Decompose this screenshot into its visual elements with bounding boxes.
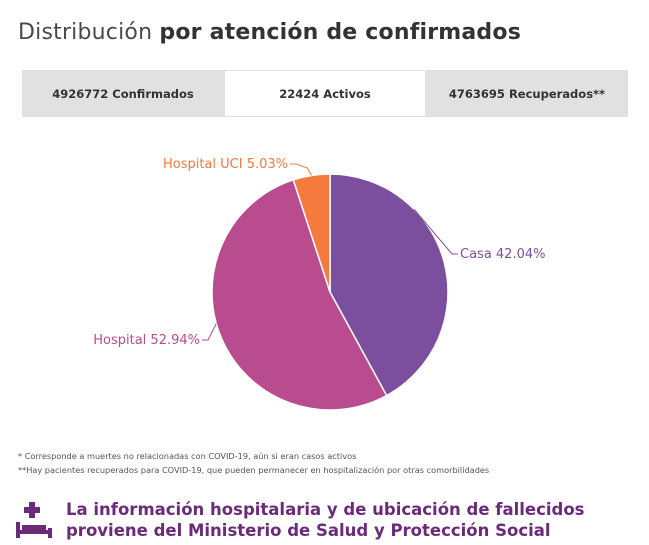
pie-slice-hospital[interactable]	[211, 178, 388, 411]
page-title: Distribución por atención de confirmados	[18, 20, 521, 45]
pie-chart-svg: Casa 42.04% Hospital 52.94% Hospital UCI 5…	[93, 157, 545, 411]
title-light: Distribución	[18, 20, 153, 45]
leader-line-hospital-uci	[290, 163, 312, 176]
label-casa: Casa 42.04%	[460, 247, 545, 262]
footer-notice: La información hospitalaria y de ubicaci…	[14, 497, 644, 543]
tab-confirmados[interactable]: 4926772 Confirmados	[52, 86, 194, 101]
footer-line-1: La información hospitalaria y de ubicaci…	[66, 500, 585, 519]
leader-line-hospital	[202, 323, 217, 341]
hospital-bed-icon	[16, 502, 52, 538]
pie-chart: Casa 42.04% Hospital 52.94% Hospital UCI 5…	[0, 120, 649, 440]
label-hospital: Hospital 52.94%	[93, 333, 200, 348]
title-bold: por atención de confirmados	[159, 20, 521, 45]
footnote-2: **Hay pacientes recuperados para COVID-1…	[18, 465, 490, 475]
label-hospital-uci: Hospital UCI 5.03%	[163, 157, 288, 172]
pie-slice-casa[interactable]	[329, 173, 449, 397]
tab-bar: 4926772 Confirmados 22424 Activos 476369…	[22, 70, 628, 117]
tab-recuperados[interactable]: 4763695 Recuperados**	[448, 86, 606, 101]
pie-slice-hospital-uci[interactable]	[292, 173, 331, 293]
footnotes: * Corresponde a muertes no relacionadas …	[18, 449, 643, 477]
leader-line-casa	[413, 208, 458, 255]
footnote-1: * Corresponde a muertes no relacionadas …	[18, 451, 357, 461]
tab-activos[interactable]: 22424 Activos	[224, 70, 426, 117]
footer-line-2: proviene del Ministerio de Salud y Prote…	[66, 521, 551, 540]
footer-text: La información hospitalaria y de ubicaci…	[66, 499, 585, 541]
